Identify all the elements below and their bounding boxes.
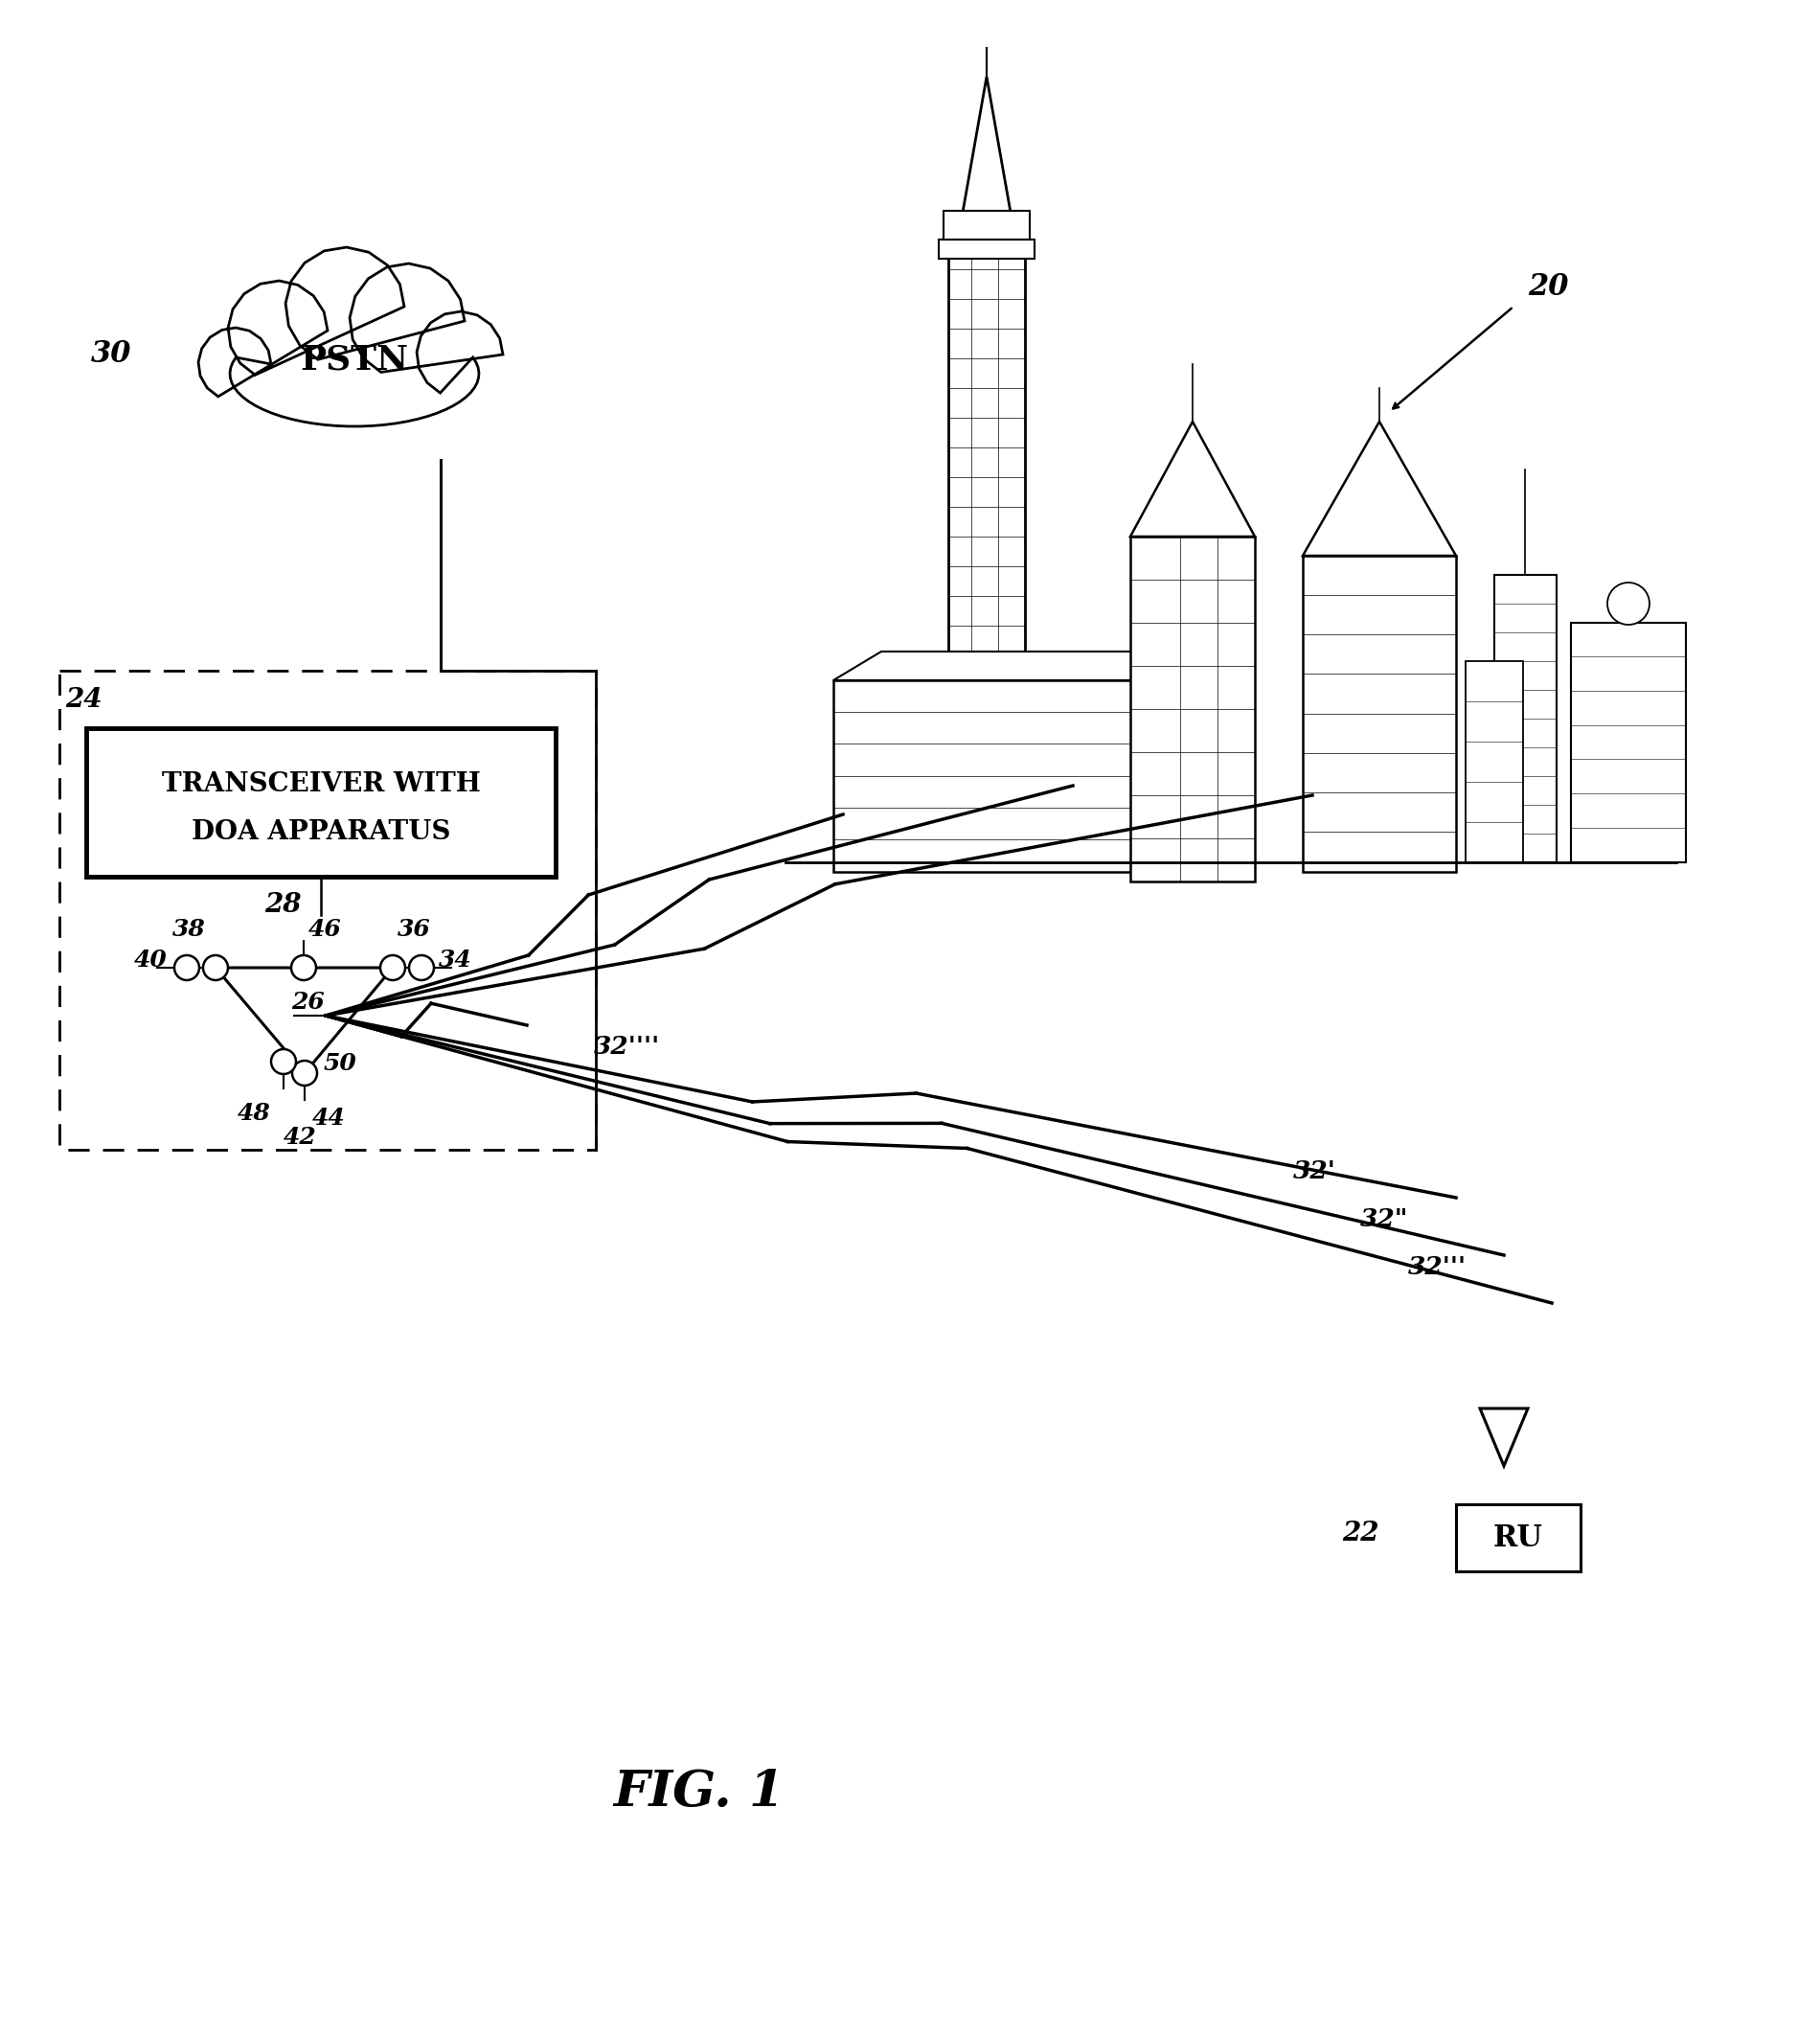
Circle shape xyxy=(204,955,228,980)
Text: RU: RU xyxy=(1494,1524,1543,1552)
Text: 28: 28 xyxy=(264,892,300,919)
Polygon shape xyxy=(86,727,555,876)
Text: TRANSCEIVER WITH: TRANSCEIVER WITH xyxy=(162,772,480,799)
Polygon shape xyxy=(834,652,1188,680)
Text: PSTN: PSTN xyxy=(300,342,410,375)
Text: DOA APPARATUS: DOA APPARATUS xyxy=(191,819,450,845)
Text: 42: 42 xyxy=(284,1126,317,1149)
Circle shape xyxy=(293,1061,317,1086)
Text: 32": 32" xyxy=(1360,1208,1409,1230)
Text: 46: 46 xyxy=(308,919,342,941)
Circle shape xyxy=(175,955,198,980)
Text: 32': 32' xyxy=(1294,1159,1336,1183)
Polygon shape xyxy=(1456,1503,1580,1571)
Polygon shape xyxy=(1465,662,1523,862)
Polygon shape xyxy=(834,680,1139,872)
Text: 22: 22 xyxy=(1343,1520,1380,1546)
Text: 48: 48 xyxy=(238,1102,271,1124)
Polygon shape xyxy=(198,246,502,426)
Text: 36: 36 xyxy=(397,919,431,941)
Text: FIG. 1: FIG. 1 xyxy=(613,1768,784,1817)
Polygon shape xyxy=(1494,574,1556,862)
Text: 32'''': 32'''' xyxy=(593,1035,661,1059)
Polygon shape xyxy=(1622,585,1636,623)
Text: 34: 34 xyxy=(439,949,471,972)
Polygon shape xyxy=(939,240,1034,259)
Text: 50: 50 xyxy=(324,1051,357,1076)
Polygon shape xyxy=(1303,556,1456,872)
Text: 40: 40 xyxy=(135,949,167,972)
Polygon shape xyxy=(1130,536,1254,882)
Text: 26: 26 xyxy=(291,990,326,1014)
Circle shape xyxy=(1607,583,1649,625)
Text: 24: 24 xyxy=(66,686,102,713)
Circle shape xyxy=(380,955,406,980)
Text: 32''': 32''' xyxy=(1409,1255,1467,1279)
Text: 38: 38 xyxy=(173,919,206,941)
Text: 30: 30 xyxy=(91,340,131,369)
Text: 44: 44 xyxy=(313,1106,346,1131)
Polygon shape xyxy=(948,240,1025,833)
Circle shape xyxy=(410,955,433,980)
Text: 20: 20 xyxy=(1527,273,1569,301)
Circle shape xyxy=(271,1049,297,1073)
Polygon shape xyxy=(943,210,1030,240)
Circle shape xyxy=(291,955,317,980)
Polygon shape xyxy=(1571,623,1685,862)
